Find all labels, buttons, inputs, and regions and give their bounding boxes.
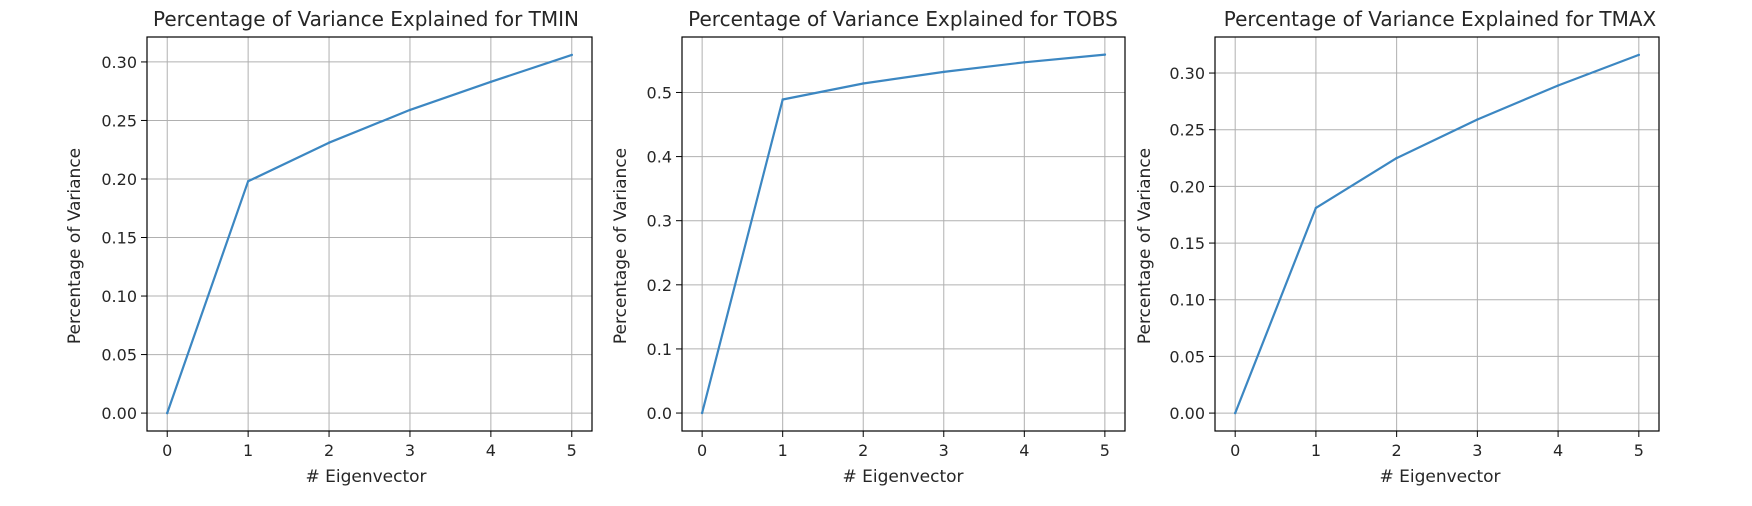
y-tick-label: 0.4	[647, 148, 672, 167]
data-point	[1023, 61, 1026, 64]
x-tick-label: 3	[939, 441, 949, 460]
y-tick-label: 0.30	[1169, 64, 1205, 83]
grid-lines	[682, 37, 1125, 431]
x-tick-label: 4	[1019, 441, 1029, 460]
plot-frame	[1214, 36, 1660, 432]
x-tick-label: 5	[1100, 441, 1110, 460]
x-tick-label: 0	[697, 441, 707, 460]
x-tick-label: 0	[162, 441, 172, 460]
x-tick-label: 5	[1634, 441, 1644, 460]
chart-title: Percentage of Variance Explained for TMA…	[1224, 7, 1657, 31]
data-point	[246, 180, 250, 183]
chart-panel-tmin: Percentage of Variance Explained for TMI…	[65, 7, 593, 487]
data-point	[408, 108, 412, 112]
y-tick-label: 0.20	[1169, 177, 1205, 196]
x-axis-label: # Eigenvector	[842, 467, 963, 487]
y-tick-label: 0.25	[101, 111, 137, 130]
y-tick-label: 0.2	[647, 276, 672, 295]
data-point	[1314, 206, 1318, 210]
data-point	[166, 411, 169, 415]
x-tick-label: 5	[567, 441, 577, 460]
x-tick-label: 2	[324, 441, 334, 460]
x-tick-label: 3	[1472, 441, 1482, 460]
y-tick-label: 0.0	[647, 404, 672, 423]
y-tick-label: 0.25	[1169, 121, 1205, 140]
data-point	[489, 80, 493, 84]
x-axis-label: # Eigenvector	[1379, 467, 1500, 487]
x-tick-label: 3	[405, 441, 415, 460]
data-point	[1476, 118, 1479, 121]
grid-lines	[1215, 37, 1659, 431]
chart-panel-tmax: Percentage of Variance Explained for TMA…	[1135, 7, 1660, 487]
chart-title: Percentage of Variance Explained for TOB…	[688, 7, 1118, 31]
y-tick-label: 0.3	[647, 212, 672, 231]
data-point	[1233, 411, 1237, 415]
data-point	[781, 98, 784, 101]
x-tick-label: 1	[778, 441, 788, 460]
series-line	[166, 53, 573, 415]
x-tick-label: 2	[858, 441, 868, 460]
x-tick-label: 4	[486, 441, 496, 460]
y-tick-label: 0.5	[647, 83, 672, 102]
data-point	[327, 141, 331, 144]
plot-frame	[681, 36, 1126, 432]
y-tick-label: 0.20	[101, 170, 137, 189]
series-line	[1234, 53, 1640, 415]
y-tick-label: 0.00	[1169, 404, 1205, 423]
data-point	[942, 70, 945, 74]
grid-lines	[147, 37, 592, 431]
chart-title: Percentage of Variance Explained for TMI…	[153, 7, 579, 31]
data-point	[570, 53, 573, 57]
y-tick-label: 0.10	[101, 287, 137, 306]
y-tick-label: 0.15	[101, 229, 137, 248]
y-tick-label: 0.15	[1169, 234, 1205, 253]
y-tick-label: 0.30	[101, 53, 137, 72]
x-tick-label: 1	[243, 441, 253, 460]
y-tick-label: 0.10	[1169, 291, 1205, 310]
y-tick-label: 0.05	[101, 346, 137, 365]
chart-panel-tobs: Percentage of Variance Explained for TOB…	[611, 7, 1126, 487]
y-axis-label: Percentage of Variance	[65, 148, 85, 344]
y-tick-label: 0.00	[101, 404, 137, 423]
data-point	[700, 411, 704, 415]
data-point	[1556, 84, 1560, 87]
x-axis-label: # Eigenvector	[305, 467, 426, 487]
data-point	[1395, 156, 1398, 160]
x-tick-label: 4	[1553, 441, 1563, 460]
data-point	[1103, 53, 1107, 56]
x-tick-label: 1	[1311, 441, 1321, 460]
series-line	[700, 53, 1107, 415]
x-tick-label: 2	[1392, 441, 1402, 460]
x-tick-label: 0	[1230, 441, 1240, 460]
y-axis-label: Percentage of Variance	[611, 148, 631, 344]
data-point	[1637, 53, 1641, 57]
y-tick-label: 0.05	[1169, 347, 1205, 366]
y-tick-label: 0.1	[647, 340, 672, 359]
data-point	[862, 82, 865, 85]
y-axis-label: Percentage of Variance	[1135, 148, 1155, 344]
plot-frame	[146, 36, 593, 432]
